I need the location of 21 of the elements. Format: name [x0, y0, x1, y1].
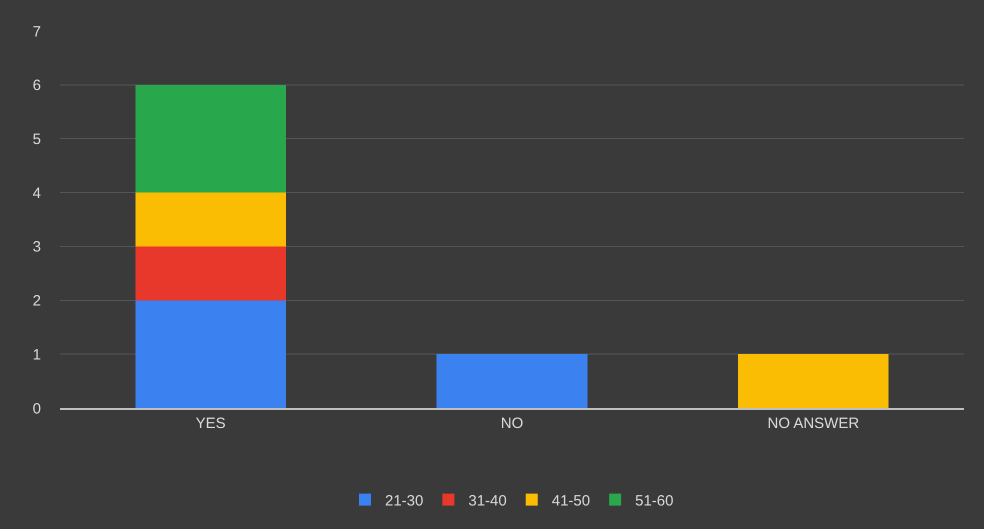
x-tick-label: YES: [196, 415, 226, 432]
x-tick-label: NO ANSWER: [767, 415, 860, 432]
y-tick-label: 5: [32, 130, 41, 148]
y-tick-label: 2: [32, 292, 41, 310]
legend-label: 41-50: [552, 492, 590, 510]
bar: [436, 354, 588, 408]
legend-label: 51-60: [635, 492, 674, 510]
y-tick-label: 4: [32, 184, 41, 202]
bar: [135, 300, 286, 408]
y-tick-label: 1: [32, 346, 41, 364]
bar: [135, 246, 286, 300]
legend-label: 31-40: [468, 492, 507, 510]
bar: [135, 192, 286, 246]
y-tick-label: 6: [32, 77, 41, 94]
y-tick-label: 0: [32, 400, 41, 418]
bar: [738, 354, 889, 408]
bar: [135, 84, 286, 193]
y-tick-label: 7: [32, 23, 41, 40]
y-tick-label: 3: [32, 238, 41, 256]
legend-label: 21-30: [385, 492, 424, 510]
x-tick-label: NO: [500, 415, 524, 432]
